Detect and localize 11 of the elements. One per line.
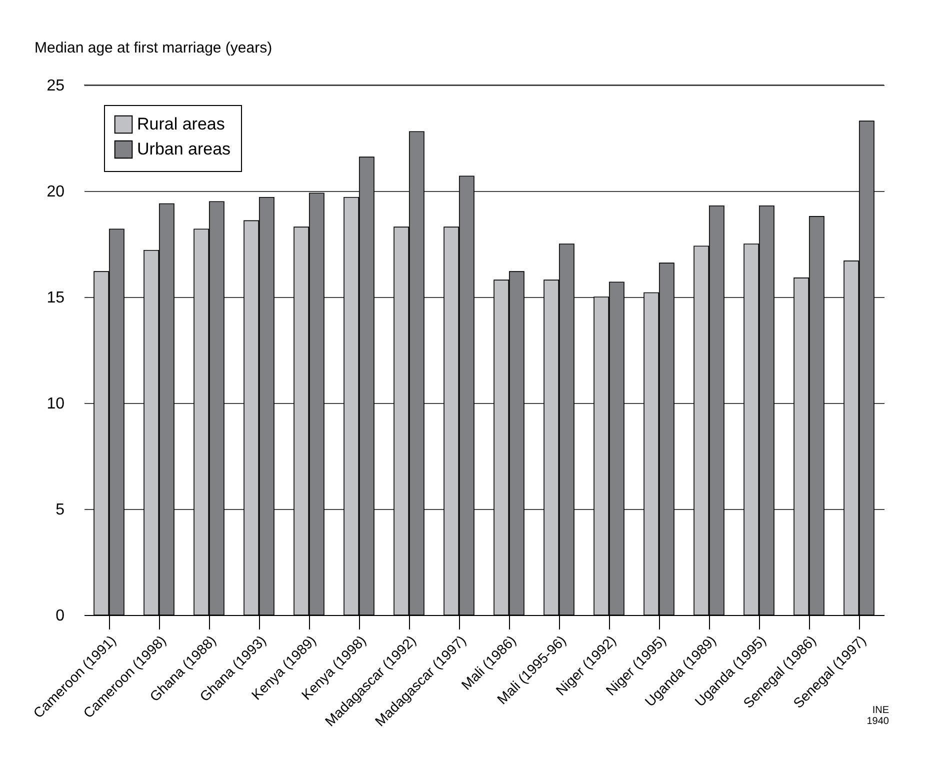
legend-label: Urban areas <box>137 140 231 158</box>
y-tick-label: 25 <box>46 78 65 94</box>
legend-label: Rural areas <box>137 114 225 134</box>
y-tick-label: 10 <box>46 396 65 412</box>
y-tick-label: 0 <box>56 608 65 624</box>
y-tick-label: 15 <box>46 290 65 306</box>
y-tick-label: 20 <box>46 184 65 200</box>
y-tick-label: 5 <box>56 502 65 518</box>
text: INE <box>872 705 890 716</box>
y-axis-title: Median age at first marriage (years) <box>34 40 272 56</box>
text: 1940 <box>866 716 890 727</box>
